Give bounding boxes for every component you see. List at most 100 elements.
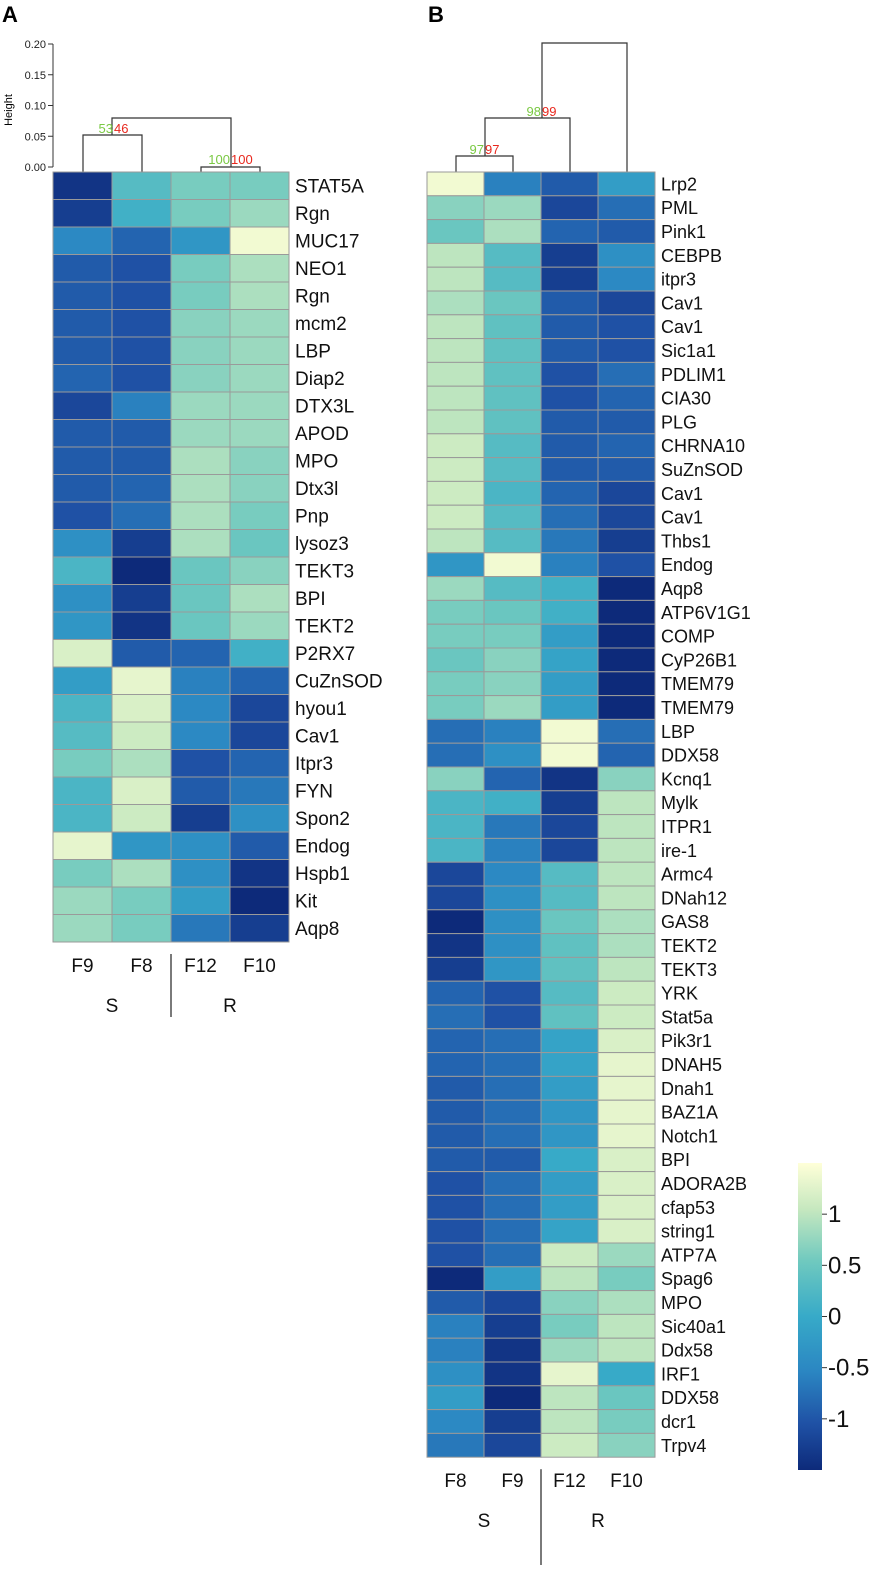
- heatmap-cell: [426, 1171, 485, 1196]
- heatmap-cell: [111, 721, 172, 750]
- heatmap-cell: [426, 1266, 485, 1292]
- row-label: DTX3L: [295, 397, 354, 418]
- heatmap-cell: [597, 671, 656, 697]
- heatmap-cell: [483, 528, 542, 554]
- heatmap-cell: [426, 861, 485, 887]
- heatmap-cell: [597, 457, 656, 482]
- legend-tick-label: -1: [828, 1406, 849, 1433]
- color-legend-bar: [798, 1163, 822, 1470]
- heatmap-cell: [483, 647, 542, 673]
- heatmap-cell: [540, 480, 599, 506]
- heatmap-cell: [52, 584, 113, 613]
- heatmap-cell: [229, 721, 290, 750]
- heatmap-cell: [111, 281, 172, 310]
- heatmap-cell: [52, 446, 113, 475]
- heatmap-cell: [170, 199, 231, 228]
- heatmap-cell: [597, 409, 656, 435]
- heatmap-cell: [229, 281, 290, 310]
- heatmap-cell: [597, 1194, 656, 1220]
- heatmap-cell: [540, 1004, 599, 1030]
- heatmap-cell: [52, 364, 113, 393]
- heatmap-cell: [426, 956, 485, 982]
- heatmap-a-column-labels: F9 F8 F12 F10 S R: [71, 954, 276, 1017]
- heatmap-cell: [483, 1028, 542, 1054]
- heatmap-cell: [426, 528, 485, 554]
- heatmap-cell: [540, 1266, 599, 1292]
- row-label: CIA30: [661, 389, 711, 409]
- heatmap-cell: [170, 584, 231, 613]
- heatmap-cell: [170, 474, 231, 503]
- row-label: MPO: [661, 1293, 702, 1313]
- row-label: PLG: [661, 412, 697, 432]
- heatmap-cell: [540, 219, 599, 244]
- heatmap-cell: [597, 861, 656, 887]
- heatmap-cell: [540, 1123, 599, 1149]
- row-label: Hspb1: [295, 864, 350, 885]
- heatmap-cell: [426, 980, 485, 1006]
- row-label: TEKT3: [661, 960, 717, 980]
- heatmap-cell: [540, 1147, 599, 1173]
- row-label: Dtx3l: [295, 479, 338, 500]
- heatmap-cell: [540, 718, 599, 744]
- heatmap-cell: [540, 1409, 599, 1434]
- heatmap-cell: [540, 909, 599, 935]
- row-label: Pink1: [661, 222, 706, 242]
- heatmap-cell: [597, 623, 656, 649]
- row-label: string1: [661, 1222, 715, 1242]
- heatmap-cell: [52, 391, 113, 420]
- row-label: Kcnq1: [661, 769, 712, 789]
- row-label: ATP7A: [661, 1245, 717, 1265]
- heatmap-cell: [426, 409, 485, 435]
- heatmap-cell: [540, 956, 599, 982]
- row-label: Aqp8: [661, 579, 703, 599]
- heatmap-cell: [229, 749, 290, 778]
- heatmap-cell: [483, 1361, 542, 1387]
- heatmap-cell: [229, 776, 290, 805]
- group-label: R: [223, 996, 237, 1017]
- row-label: BAZ1A: [661, 1103, 718, 1123]
- heatmap-cell: [483, 933, 542, 958]
- heatmap-cell: [52, 776, 113, 805]
- row-label: Itpr3: [295, 754, 333, 775]
- heatmap-cell: [483, 885, 542, 911]
- column-label: F8: [444, 1471, 466, 1492]
- heatmap-cell: [483, 195, 542, 221]
- heatmap-cell: [483, 814, 542, 839]
- heatmap-cell: [170, 501, 231, 530]
- heatmap-cell: [540, 528, 599, 554]
- heatmap-cell: [426, 1028, 485, 1054]
- heatmap-cell: [229, 254, 290, 283]
- heatmap-cell: [426, 1123, 485, 1149]
- heatmap-cell: [597, 266, 656, 292]
- heatmap-cell: [540, 623, 599, 649]
- heatmap-cell: [111, 419, 172, 448]
- heatmap-cell: [597, 647, 656, 673]
- heatmap-cell: [52, 804, 113, 833]
- heatmap-cell: [111, 639, 172, 668]
- color-legend-ticks: 1 0.5 0 -0.5 -1: [822, 1201, 869, 1433]
- row-label: Thbs1: [661, 531, 711, 551]
- heatmap-cell: [597, 433, 656, 459]
- heatmap-cell: [52, 556, 113, 585]
- heatmap-cell: [597, 385, 656, 411]
- heatmap-cell: [483, 242, 542, 268]
- row-label: Rgn: [295, 204, 330, 225]
- heatmap-cell: [483, 695, 542, 720]
- heatmap-cell: [597, 242, 656, 268]
- heatmap-cell: [597, 219, 656, 244]
- heatmap-cell: [111, 391, 172, 420]
- heatmap-cell: [483, 1218, 542, 1244]
- row-label: GAS8: [661, 912, 709, 932]
- row-label: Mylk: [661, 793, 699, 813]
- row-label: cfap53: [661, 1198, 715, 1218]
- row-label: CyP26B1: [661, 650, 737, 670]
- heatmap-cell: [229, 639, 290, 668]
- heatmap-cell: [111, 474, 172, 503]
- row-label: Cav1: [661, 317, 703, 337]
- heatmap-cell: [52, 501, 113, 530]
- heatmap-cell: [540, 1194, 599, 1220]
- heatmap-cell: [483, 290, 542, 316]
- heatmap-cell: [540, 1361, 599, 1387]
- heatmap-cell: [229, 831, 290, 860]
- heatmap-cell: [52, 171, 113, 200]
